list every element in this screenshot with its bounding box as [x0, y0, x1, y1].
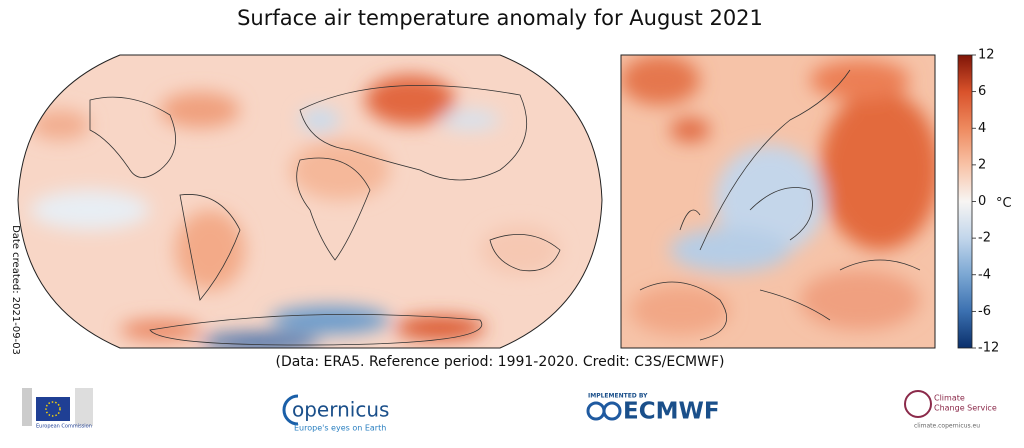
world-map	[18, 55, 602, 348]
implemented-by: IMPLEMENTED BY	[588, 393, 648, 400]
colorbar-tick-label: 4	[978, 121, 986, 136]
title: Surface air temperature anomaly for Augu…	[237, 6, 763, 30]
c3s-line1: Climate	[934, 394, 965, 403]
ecmwf-logo: IMPLEMENTED BY ECMWF	[586, 393, 720, 425]
copernicus-logo: opernicus Europe's eyes on Earth	[282, 394, 389, 433]
eu-text: European Commission	[36, 424, 92, 430]
colorbar-tick-label: 2	[978, 157, 986, 172]
colorbar-ramp	[957, 54, 973, 349]
ecmwf-text: ECMWF	[623, 399, 720, 425]
europe-frame	[620, 54, 936, 349]
colorbar: 12 6 4 2 0 -2 -4 -6 -12 °C	[957, 48, 1012, 356]
colorbar-tick-label: -2	[978, 231, 991, 246]
colorbar-unit: °C	[996, 196, 1012, 211]
copernicus-text: opernicus	[292, 398, 389, 422]
colorbar-tick-label: 0	[978, 194, 986, 209]
colorbar-tick-label: 6	[978, 84, 986, 99]
c3s-logo: Climate Change Service climate.copernicu…	[904, 390, 997, 430]
caption: (Data: ERA5. Reference period: 1991-2020…	[276, 354, 725, 370]
colorbar-tick-label: 12	[978, 48, 995, 63]
date-created: Date created: 2021-09-03	[10, 225, 21, 355]
copernicus-tagline: Europe's eyes on Earth	[294, 424, 386, 433]
europe-map	[621, 55, 935, 348]
eu-logo: European Commission	[22, 388, 93, 430]
colorbar-tick-label: -12	[978, 341, 999, 356]
colorbar-tick-label: -6	[978, 304, 991, 319]
colorbar-tick-label: -4	[978, 267, 991, 282]
c3s-url: climate.copernicus.eu	[914, 423, 980, 430]
c3s-line2: Change Service	[934, 404, 997, 413]
map-frame	[17, 54, 603, 349]
